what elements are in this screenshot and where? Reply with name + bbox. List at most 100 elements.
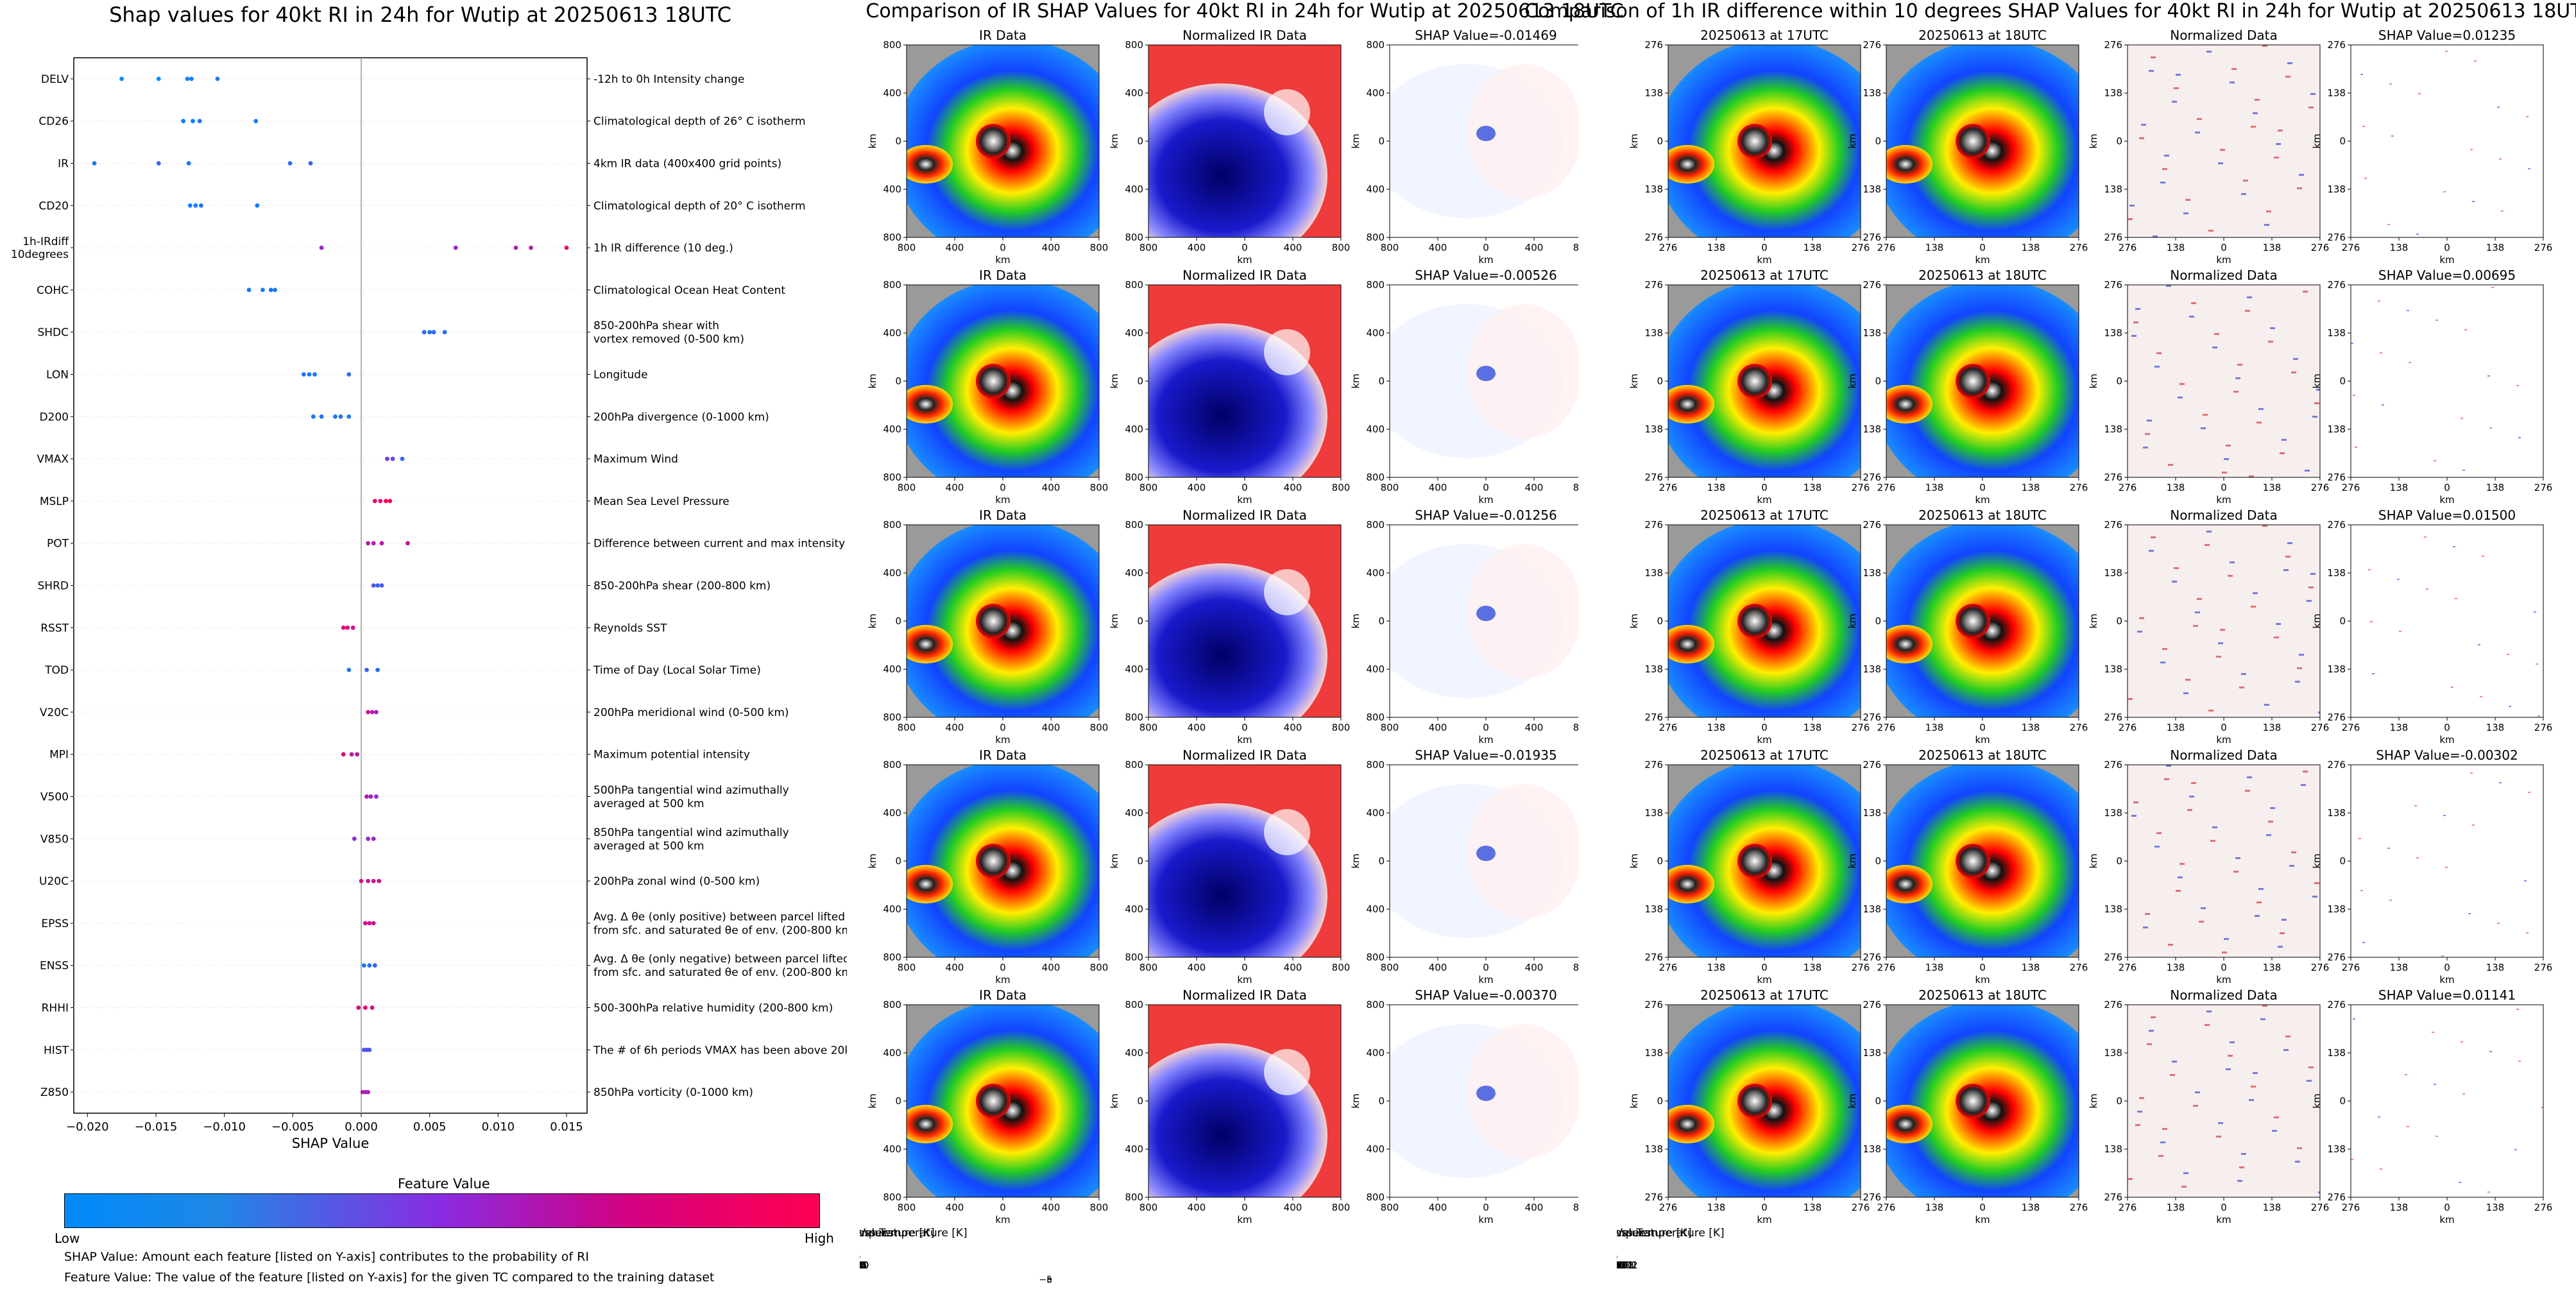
colorbar-tick-label: 200 [860,1259,869,1271]
diff-streak [2145,913,2150,915]
shap-point [368,794,373,799]
x-tick-label: 0 [2444,1202,2450,1213]
diff-streak [2174,87,2179,89]
diff-streak [2172,1061,2177,1063]
y-tick-label: 0 [1657,615,1663,627]
x-tick-label: 138 [2022,722,2040,733]
image-panel: 20250613 at 17UTC 276 138 0 138 276 km 276 138 0 1… [1628,747,1870,986]
feature-value-colorbar-title: Feature Value [398,1176,490,1191]
image-panel: IR Data 800 400 0 400 800 km 800 400 0 400 800 km [867,508,1108,746]
y-tick-label: 276 [2327,952,2346,963]
diffshap-speck [2461,418,2463,419]
shap-point [378,499,383,504]
shap-point [187,203,192,208]
colorbar-label: Brightness Temperature [K] [860,1227,935,1240]
diff-streak [2314,882,2319,884]
x-tick-label: 276 [1659,1202,1678,1213]
ir-secondary-cell [1886,385,1932,423]
feature-description: Avg. Δ θe (only positive) between parcel… [593,910,845,923]
panel-image [2351,45,2543,237]
x-tick-label: 0 [1761,1202,1768,1213]
x-tick-label: 138 [1804,1202,1822,1213]
diffshap-speck [2360,890,2363,891]
y-tick-label: 138 [1644,184,1663,195]
shap-point [359,878,364,884]
x-tick-label: 800 [1573,962,1578,973]
feature-description: from sfc. and saturated θe of env. (200-… [593,924,847,937]
y-tick-label: 138 [2104,1143,2122,1155]
x-tick-label: 138 [2167,1202,2185,1213]
diffshap-speck [2424,536,2427,538]
panel-title: Normalized IR Data [1182,28,1307,43]
ir-eye [1956,604,1990,638]
feature-description: averaged at 500 km [593,840,704,853]
x-tick-label: 0 [1979,242,1986,253]
x-tick-label: 276 [1877,962,1896,973]
shap-summary-plot: DELV -12h to 0h Intensity change CD26 Clima… [11,57,847,1151]
shap-point [333,414,337,419]
feature-description: averaged at 500 km [593,798,704,810]
diff-streak [2272,1130,2277,1132]
feature-label: IR [58,158,69,171]
y-tick-label: 0 [2116,1095,2122,1107]
image-panel: 20250613 at 18UTC 276 138 0 138 276 km 276 138 0 1… [1847,28,2088,266]
x-tick-label: 276 [1852,482,1870,493]
y-axis-label: km [1847,373,1858,388]
y-tick-label: 400 [1125,1143,1143,1155]
diff-streak [2255,99,2260,101]
panel-title: 20250613 at 17UTC [1700,508,1829,523]
y-tick-label: 0 [1137,135,1143,147]
shap-point [185,76,190,81]
diff-streak [2156,352,2162,354]
y-tick-label: 0 [2339,615,2346,627]
shap-point [197,119,202,124]
diff-streak [2305,470,2310,472]
diff-streak [2139,1097,2144,1099]
diff-streak [2220,149,2225,151]
diffshap-speck [2472,824,2475,826]
image-panel: IR Data 800 400 0 400 800 km 800 400 0 400 800 km [867,28,1108,266]
panel-title: Normalized Data [2170,28,2278,43]
y-tick-label: 400 [1125,423,1143,435]
y-tick-label: 0 [1137,375,1143,387]
y-tick-label: 400 [1125,87,1143,99]
y-tick-label: 138 [1863,1143,1881,1155]
y-tick-label: 276 [2104,472,2122,483]
ir-eye [976,604,1011,638]
ir-secondary-cell [907,865,953,903]
x-tick-label: 0 [2221,722,2227,733]
colorbar-tick-label: 5.0 [1617,1259,1625,1271]
x-tick-label: 276 [1852,242,1870,253]
x-tick-label: 800 [1332,962,1351,973]
panel-title: SHAP Value=0.01235 [2378,28,2516,43]
ir-eye [1956,364,1990,398]
panel-image [1390,285,1578,477]
feature-description: Climatological depth of 26° C isotherm [593,115,806,128]
colorbar-label: Brightness Temperature [K] [1617,1227,1692,1240]
y-tick-label: 276 [1644,472,1663,483]
shap-point [375,667,380,672]
x-tick-label: 276 [1877,242,1896,253]
diffshap-speck [2407,1126,2409,1127]
x-tick-label: 400 [1188,1202,1206,1213]
y-tick-label: 0 [1378,1095,1385,1107]
colorbar: Normalized Brightness Temperature [K] −5.… [1617,1227,1725,1271]
x-tick-label: 138 [1925,1202,1944,1213]
colorbar-tick-label: 0 [860,1259,863,1271]
panel-title: 20250613 at 17UTC [1700,987,1829,1003]
left-chart-title: Shap values for 40kt RI in 24h for Wutip… [109,3,731,27]
diff-streak [2264,704,2269,706]
colorbar-tick-label: −6 [860,1259,867,1271]
diff-streak [2270,327,2275,329]
x-axis-label: km [1975,1214,1990,1225]
feature-description: 200hPa meridional wind (0-500 km) [593,706,789,719]
diff-streak [2266,834,2271,836]
image-panel: 20250613 at 18UTC 276 138 0 138 276 km 276 138 0 1… [1847,508,2088,746]
diff-streak [2154,846,2160,848]
diff-streak [2264,224,2269,226]
diff-streak [2268,821,2273,823]
colorbar-tick-label: 260 [1617,1259,1626,1271]
shap-point [422,330,427,335]
y-tick-label: 276 [1644,712,1663,723]
diff-streak [2282,439,2287,441]
